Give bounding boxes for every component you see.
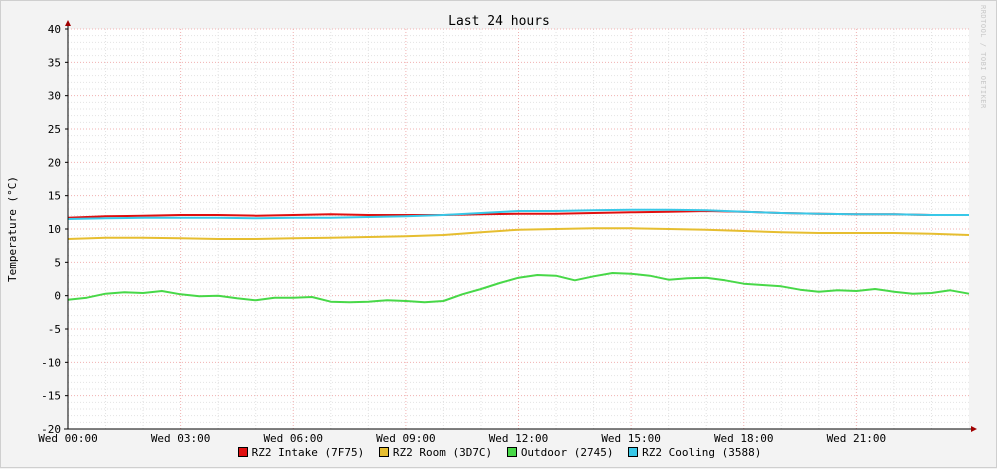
x-tick-labels: Wed 00:00 Wed 03:00 Wed 06:00 Wed 09:00 Wed … (38, 432, 886, 445)
x-tick-label: Wed 18:00 (714, 432, 774, 445)
major-grid (65, 28, 969, 430)
legend-item-intake: RZ2 Intake (7F75) (237, 446, 365, 459)
x-tick-label: Wed 06:00 (263, 432, 323, 445)
y-tick-label: 30 (48, 90, 61, 103)
legend-swatch-outdoor (506, 447, 517, 457)
series-line-2 (67, 272, 970, 304)
legend-swatch-room (378, 447, 389, 457)
y-axis-label: Temperature (°C) (6, 176, 19, 282)
legend-label-outdoor: Outdoor (2745) (520, 446, 614, 459)
legend-swatch-cooling (628, 447, 639, 457)
y-tick-label: 20 (48, 156, 61, 169)
y-tick-label: 15 (48, 190, 61, 203)
legend-item-outdoor: Outdoor (2745) (506, 446, 614, 459)
axes (64, 20, 977, 432)
y-tick-label: -20 (41, 423, 61, 436)
x-axis-arrow (971, 426, 977, 432)
legend: RZ2 Intake (7F75) RZ2 Room (3D7C) Outdoo… (1, 446, 997, 459)
y-tick-label: -5 (48, 323, 61, 336)
x-tick-label: Wed 09:00 (376, 432, 436, 445)
legend-swatch-intake (237, 447, 248, 457)
y-tick-label: 40 (48, 23, 61, 36)
legend-label-intake: RZ2 Intake (7F75) (251, 446, 365, 459)
y-tick-label: 25 (48, 123, 61, 136)
y-axis-arrow (65, 20, 71, 26)
y-tick-label: 5 (54, 256, 61, 269)
x-tick-label: Wed 21:00 (827, 432, 887, 445)
legend-item-cooling: RZ2 Cooling (3588) (628, 446, 761, 459)
x-tick-label: Wed 00:00 (38, 432, 98, 445)
series-line-1 (67, 227, 970, 240)
legend-label-room: RZ2 Room (3D7C) (392, 446, 493, 459)
chart-title: Last 24 hours (448, 14, 550, 29)
y-tick-label: -15 (41, 390, 61, 403)
y-tick-label: -10 (41, 356, 61, 369)
x-tick-label: Wed 15:00 (601, 432, 661, 445)
legend-item-room: RZ2 Room (3D7C) (378, 446, 493, 459)
x-tick-label: Wed 03:00 (151, 432, 211, 445)
rrdtool-watermark: RRDTOOL / TOBI OETIKER (979, 5, 987, 109)
y-tick-label: 10 (48, 223, 61, 236)
series-line-3 (67, 208, 969, 220)
series-layer (67, 208, 970, 304)
legend-label-cooling: RZ2 Cooling (3588) (642, 446, 762, 459)
y-tick-label: 35 (48, 56, 61, 69)
x-tick-label: Wed 12:00 (489, 432, 549, 445)
y-tick-labels: 40 35 30 25 20 15 10 5 0 -5 -10 -15 -20 (41, 23, 61, 436)
y-tick-label: 0 (54, 290, 61, 303)
